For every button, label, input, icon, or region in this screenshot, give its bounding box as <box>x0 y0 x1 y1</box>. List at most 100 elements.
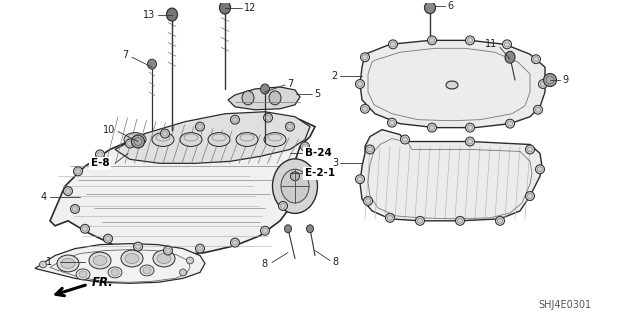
Text: 5: 5 <box>314 89 320 99</box>
Text: B-24: B-24 <box>305 148 332 159</box>
Polygon shape <box>50 117 315 256</box>
Ellipse shape <box>161 129 170 138</box>
Ellipse shape <box>264 133 286 146</box>
Ellipse shape <box>365 145 374 154</box>
Ellipse shape <box>70 204 79 213</box>
Ellipse shape <box>57 255 79 272</box>
Ellipse shape <box>180 133 202 146</box>
Ellipse shape <box>153 250 175 267</box>
Ellipse shape <box>157 254 171 263</box>
Text: 6: 6 <box>447 1 453 11</box>
Ellipse shape <box>260 226 269 235</box>
Ellipse shape <box>108 267 122 278</box>
Ellipse shape <box>93 256 107 265</box>
Text: 1: 1 <box>46 257 52 267</box>
Text: 10: 10 <box>103 125 115 135</box>
Ellipse shape <box>163 246 173 255</box>
Ellipse shape <box>387 118 397 127</box>
Ellipse shape <box>465 36 474 45</box>
Ellipse shape <box>401 135 410 144</box>
Ellipse shape <box>111 269 119 276</box>
Ellipse shape <box>260 84 269 94</box>
Ellipse shape <box>143 267 151 274</box>
Ellipse shape <box>230 238 239 247</box>
Ellipse shape <box>208 133 230 146</box>
Ellipse shape <box>285 225 291 233</box>
Ellipse shape <box>264 113 273 122</box>
Ellipse shape <box>124 133 146 146</box>
Ellipse shape <box>76 269 90 280</box>
Polygon shape <box>35 244 205 283</box>
Ellipse shape <box>531 55 541 64</box>
Ellipse shape <box>307 225 314 233</box>
Ellipse shape <box>63 187 72 196</box>
Ellipse shape <box>415 216 424 225</box>
Text: E-2-1: E-2-1 <box>305 168 335 178</box>
Ellipse shape <box>236 133 258 146</box>
Ellipse shape <box>301 142 310 151</box>
Text: E-8: E-8 <box>91 158 109 168</box>
Ellipse shape <box>525 192 534 201</box>
Text: 8: 8 <box>332 257 338 267</box>
Polygon shape <box>228 87 300 110</box>
Text: 12: 12 <box>244 3 257 13</box>
Ellipse shape <box>506 119 515 128</box>
Polygon shape <box>360 41 545 128</box>
Ellipse shape <box>465 137 474 146</box>
Ellipse shape <box>385 213 394 222</box>
Ellipse shape <box>79 271 87 278</box>
Polygon shape <box>360 130 542 221</box>
Ellipse shape <box>291 172 300 181</box>
Ellipse shape <box>104 234 113 243</box>
Text: SHJ4E0301: SHJ4E0301 <box>538 300 591 310</box>
Ellipse shape <box>89 252 111 269</box>
Ellipse shape <box>355 79 365 88</box>
Ellipse shape <box>131 135 145 148</box>
Ellipse shape <box>534 105 543 114</box>
Ellipse shape <box>465 123 474 132</box>
Ellipse shape <box>278 202 287 211</box>
Ellipse shape <box>81 224 90 233</box>
Ellipse shape <box>502 40 511 49</box>
Ellipse shape <box>74 167 83 176</box>
Text: FR.: FR. <box>92 276 114 289</box>
Ellipse shape <box>147 59 157 69</box>
Ellipse shape <box>125 254 139 263</box>
Text: 9: 9 <box>562 75 568 85</box>
Ellipse shape <box>285 122 294 131</box>
Text: 7: 7 <box>287 79 293 89</box>
Ellipse shape <box>186 257 193 264</box>
Text: 4: 4 <box>41 192 47 202</box>
Ellipse shape <box>195 122 205 131</box>
Ellipse shape <box>355 175 365 184</box>
Ellipse shape <box>179 269 186 276</box>
Ellipse shape <box>428 123 436 132</box>
Ellipse shape <box>360 53 369 62</box>
Text: 7: 7 <box>122 50 128 60</box>
Ellipse shape <box>125 139 134 148</box>
Ellipse shape <box>230 115 239 124</box>
Ellipse shape <box>281 169 309 203</box>
Polygon shape <box>115 112 310 163</box>
Ellipse shape <box>446 81 458 89</box>
Ellipse shape <box>95 150 104 159</box>
Ellipse shape <box>505 51 515 63</box>
Ellipse shape <box>388 40 397 49</box>
Ellipse shape <box>364 197 372 205</box>
Text: 11: 11 <box>484 39 497 49</box>
Ellipse shape <box>195 244 205 253</box>
Ellipse shape <box>140 265 154 276</box>
Ellipse shape <box>134 242 143 251</box>
Ellipse shape <box>61 258 75 268</box>
Text: 8: 8 <box>262 259 268 270</box>
Text: 2: 2 <box>332 71 338 81</box>
Ellipse shape <box>456 216 465 225</box>
Ellipse shape <box>525 145 534 154</box>
Ellipse shape <box>166 8 177 21</box>
Ellipse shape <box>538 79 547 88</box>
Ellipse shape <box>269 91 281 105</box>
Ellipse shape <box>424 2 435 14</box>
Ellipse shape <box>428 36 436 45</box>
Ellipse shape <box>273 159 317 213</box>
Ellipse shape <box>220 1 230 14</box>
